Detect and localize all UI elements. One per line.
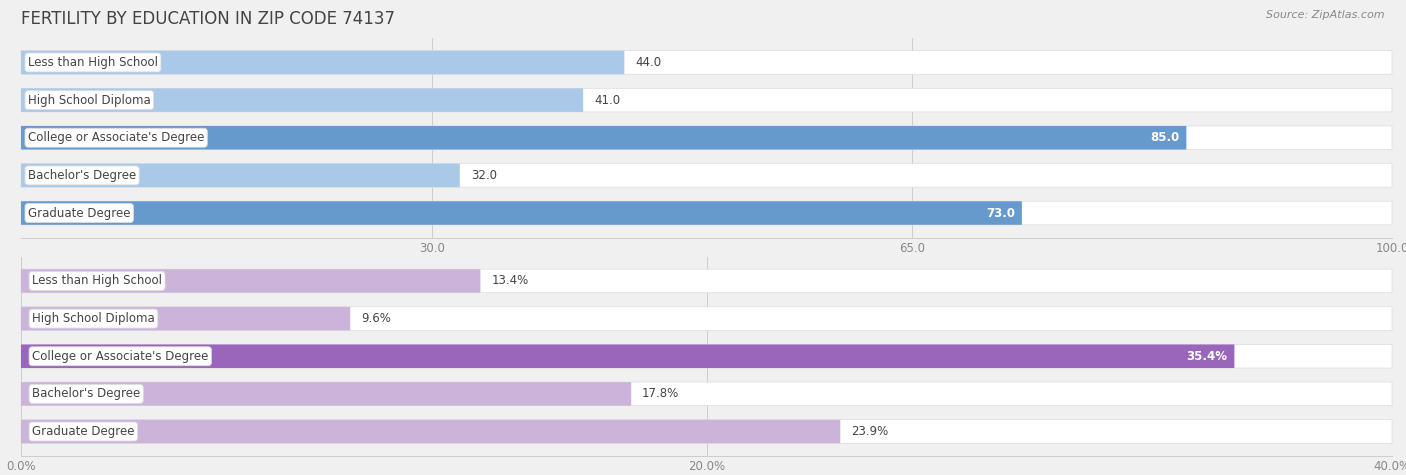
- FancyBboxPatch shape: [21, 126, 1392, 150]
- FancyBboxPatch shape: [21, 163, 460, 187]
- Text: 85.0: 85.0: [1150, 131, 1180, 144]
- Text: 41.0: 41.0: [595, 94, 620, 106]
- Text: Bachelor's Degree: Bachelor's Degree: [32, 388, 141, 400]
- FancyBboxPatch shape: [21, 420, 841, 443]
- FancyBboxPatch shape: [21, 88, 583, 112]
- FancyBboxPatch shape: [21, 88, 1392, 112]
- Text: Graduate Degree: Graduate Degree: [32, 425, 135, 438]
- Text: 13.4%: 13.4%: [491, 275, 529, 287]
- FancyBboxPatch shape: [21, 51, 1392, 74]
- Text: 35.4%: 35.4%: [1187, 350, 1227, 363]
- Text: High School Diploma: High School Diploma: [28, 94, 150, 106]
- FancyBboxPatch shape: [21, 269, 481, 293]
- FancyBboxPatch shape: [21, 307, 350, 331]
- Text: Graduate Degree: Graduate Degree: [28, 207, 131, 219]
- Text: 32.0: 32.0: [471, 169, 496, 182]
- Text: FERTILITY BY EDUCATION IN ZIP CODE 74137: FERTILITY BY EDUCATION IN ZIP CODE 74137: [21, 10, 395, 28]
- FancyBboxPatch shape: [21, 163, 1392, 187]
- FancyBboxPatch shape: [21, 51, 624, 74]
- FancyBboxPatch shape: [21, 201, 1392, 225]
- Text: 9.6%: 9.6%: [361, 312, 391, 325]
- FancyBboxPatch shape: [21, 201, 1022, 225]
- Text: 73.0: 73.0: [986, 207, 1015, 219]
- FancyBboxPatch shape: [21, 382, 631, 406]
- Text: 44.0: 44.0: [636, 56, 661, 69]
- Text: College or Associate's Degree: College or Associate's Degree: [32, 350, 208, 363]
- Text: Less than High School: Less than High School: [32, 275, 162, 287]
- Text: College or Associate's Degree: College or Associate's Degree: [28, 131, 204, 144]
- FancyBboxPatch shape: [21, 344, 1234, 368]
- Text: High School Diploma: High School Diploma: [32, 312, 155, 325]
- Text: 23.9%: 23.9%: [851, 425, 889, 438]
- FancyBboxPatch shape: [21, 126, 1187, 150]
- FancyBboxPatch shape: [21, 382, 1392, 406]
- FancyBboxPatch shape: [21, 344, 1392, 368]
- Text: Source: ZipAtlas.com: Source: ZipAtlas.com: [1267, 10, 1385, 19]
- Text: Bachelor's Degree: Bachelor's Degree: [28, 169, 136, 182]
- FancyBboxPatch shape: [21, 269, 1392, 293]
- FancyBboxPatch shape: [21, 307, 1392, 331]
- Text: Less than High School: Less than High School: [28, 56, 157, 69]
- FancyBboxPatch shape: [21, 420, 1392, 443]
- Text: 17.8%: 17.8%: [643, 388, 679, 400]
